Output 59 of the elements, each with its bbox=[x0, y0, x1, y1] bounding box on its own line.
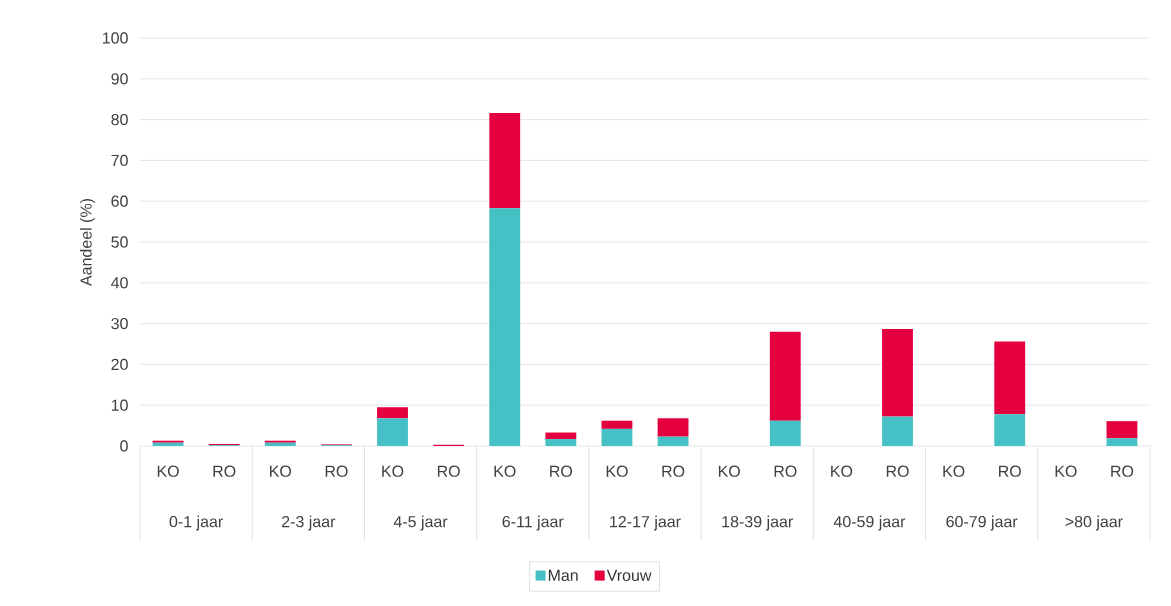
text: 2-3 jaar bbox=[282, 515, 336, 531]
y-tick-label: 90 bbox=[111, 73, 128, 85]
x-tick-label: RO bbox=[662, 465, 685, 477]
bar bbox=[994, 341, 1026, 415]
x-tick-label: KO bbox=[606, 465, 628, 477]
y-tick-label: 10 bbox=[111, 399, 128, 411]
x-tick-label: KO bbox=[494, 465, 516, 477]
y-tick-label: 50 bbox=[111, 236, 128, 248]
bar bbox=[545, 439, 577, 446]
bar bbox=[882, 416, 913, 446]
y-tick-label: 100 bbox=[103, 32, 128, 44]
y-tick-label: 0 bbox=[120, 440, 128, 452]
legend-label: Vrouw bbox=[606, 569, 652, 582]
bar bbox=[994, 414, 1026, 446]
y-axis-title: Aandeel (%) bbox=[80, 199, 95, 286]
x-tick-label: RO bbox=[550, 465, 573, 477]
x-tick-label: RO bbox=[999, 465, 1021, 477]
bar bbox=[377, 418, 408, 446]
bar bbox=[769, 420, 801, 446]
bar bbox=[1106, 421, 1138, 439]
x-tick-label: KO bbox=[943, 465, 965, 477]
bar bbox=[1106, 438, 1138, 446]
bar bbox=[489, 208, 521, 446]
x-tick-label: RO bbox=[886, 465, 909, 477]
legend-label: Man bbox=[548, 569, 578, 582]
bar bbox=[657, 418, 689, 437]
text: 0-1 jaar bbox=[169, 515, 223, 531]
text: >80 jaar bbox=[1065, 515, 1123, 531]
x-tick-label: KO bbox=[270, 465, 292, 477]
y-tick-label: 20 bbox=[111, 358, 128, 371]
y-tick-label: 40 bbox=[111, 277, 128, 289]
text: 60-79 jaar bbox=[946, 515, 1018, 531]
x-tick-label: RO bbox=[437, 465, 460, 477]
x-tick-label: RO bbox=[1111, 465, 1134, 477]
bar bbox=[377, 407, 408, 419]
x-tick-label: RO bbox=[213, 465, 236, 477]
x-tick-label: KO bbox=[1055, 465, 1077, 477]
text: 18-39 jaar bbox=[722, 515, 793, 531]
text: 12-17 jaar bbox=[610, 515, 681, 531]
x-tick-label: KO bbox=[718, 465, 740, 477]
bar bbox=[545, 432, 577, 440]
bar bbox=[601, 420, 633, 429]
y-tick-label: 80 bbox=[111, 113, 128, 126]
text: 40-59 jaar bbox=[833, 515, 906, 531]
y-tick-label: 60 bbox=[111, 195, 128, 207]
y-tick-label: 30 bbox=[111, 317, 128, 330]
text: 6-11 jaar bbox=[502, 515, 564, 531]
x-tick-label: KO bbox=[831, 465, 853, 477]
x-tick-label: RO bbox=[774, 465, 797, 477]
text: 4-5 jaar bbox=[393, 515, 448, 531]
bar bbox=[882, 328, 913, 417]
x-tick-label: KO bbox=[382, 465, 404, 477]
x-tick-label: RO bbox=[325, 465, 348, 477]
bar bbox=[769, 331, 801, 421]
x-tick-label: KO bbox=[157, 465, 179, 477]
bar bbox=[489, 113, 521, 209]
bar bbox=[657, 436, 689, 446]
bar bbox=[601, 428, 633, 446]
y-tick-label: 70 bbox=[111, 154, 128, 167]
